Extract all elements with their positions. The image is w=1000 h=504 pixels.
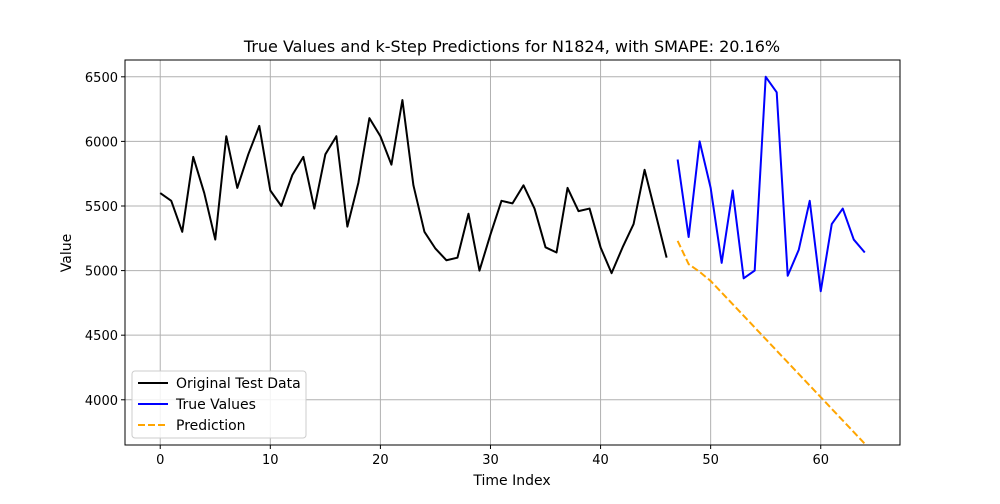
y-tick-label: 5000	[85, 265, 118, 280]
legend-label-original-test-data: Original Test Data	[176, 376, 301, 392]
y-tick-label: 6500	[85, 71, 118, 86]
x-tick-label: 20	[372, 453, 389, 468]
legend: Original Test Data True Values Predictio…	[131, 370, 307, 439]
axis-ticks: 0 10 20 30 40 50 60 4000 4500 5000 5500 6000 6500	[85, 71, 829, 468]
legend-box	[131, 370, 307, 439]
x-axis-label: Time Index	[472, 473, 550, 489]
x-tick-label: 30	[482, 453, 499, 468]
y-tick-label: 4500	[85, 329, 118, 344]
x-tick-label: 0	[156, 453, 164, 468]
series-line-original-test-data	[159, 99, 668, 275]
legend-label-prediction: Prediction	[176, 418, 246, 434]
x-tick-label: 50	[702, 453, 719, 468]
x-tick-label: 10	[262, 453, 279, 468]
x-tick-label: 60	[812, 453, 829, 468]
y-axis-label: Value	[59, 234, 75, 272]
series-line-true-values	[676, 75, 866, 293]
y-tick-label: 4000	[85, 394, 118, 409]
chart-title: True Values and k-Step Predictions for N…	[243, 37, 780, 56]
plot-frame	[124, 59, 901, 446]
series-lines	[159, 75, 866, 445]
y-tick-label: 6000	[85, 135, 118, 150]
y-tick-label: 5500	[85, 200, 118, 215]
series-line-prediction	[676, 240, 866, 445]
x-tick-label: 40	[592, 453, 609, 468]
legend-label-true-values: True Values	[175, 397, 256, 413]
